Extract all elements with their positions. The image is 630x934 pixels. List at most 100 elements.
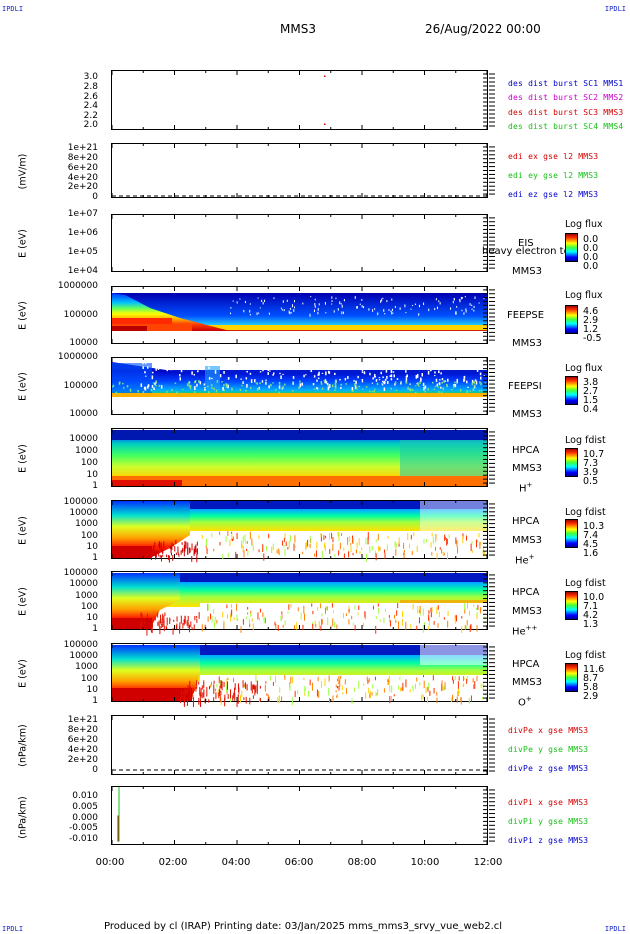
- noise-pixel: [418, 385, 420, 387]
- noise-pixel: [418, 304, 420, 308]
- noise-pixel: [262, 544, 264, 553]
- noise-pixel: [331, 603, 333, 608]
- y-tick: -0.010: [68, 834, 98, 844]
- y-tick: 1: [92, 553, 98, 563]
- noise-pixel: [175, 552, 177, 556]
- noise-pixel: [340, 383, 343, 386]
- noise-pixel: [431, 532, 433, 537]
- noise-pixel: [141, 613, 143, 619]
- noise-pixel: [282, 385, 284, 389]
- noise-pixel: [191, 543, 193, 551]
- noise-pixel: [283, 309, 285, 312]
- noise-pixel: [195, 380, 197, 382]
- colorbar-value: 0.0: [583, 261, 599, 272]
- y-tick: 4e+20: [67, 173, 98, 183]
- noise-pixel: [246, 383, 248, 388]
- noise-pixel: [264, 684, 266, 692]
- noise-pixel: [207, 360, 209, 364]
- noise-pixel: [352, 553, 354, 556]
- noise-pixel: [465, 309, 467, 313]
- noise-pixel: [350, 545, 352, 553]
- y-tick: 10: [86, 613, 98, 623]
- noise-pixel: [387, 535, 389, 539]
- noise-pixel: [180, 690, 182, 697]
- noise-pixel: [196, 680, 198, 689]
- noise-pixel: [219, 531, 221, 536]
- noise-pixel: [210, 384, 213, 387]
- noise-pixel: [236, 301, 238, 304]
- noise-pixel: [384, 313, 386, 315]
- noise-pixel: [441, 378, 444, 381]
- noise-pixel: [280, 307, 282, 309]
- noise-pixel: [388, 677, 390, 685]
- noise-pixel: [275, 623, 277, 630]
- noise-pixel: [221, 681, 223, 691]
- noise-pixel: [294, 625, 296, 630]
- noise-pixel: [199, 686, 201, 696]
- noise-pixel: [340, 303, 342, 305]
- noise-pixel: [383, 688, 385, 693]
- noise-pixel: [422, 387, 425, 389]
- noise-pixel: [282, 373, 284, 375]
- noise-pixel: [166, 390, 168, 393]
- noise-pixel: [378, 379, 381, 381]
- noise-pixel: [463, 375, 466, 379]
- noise-pixel: [405, 375, 408, 380]
- hpca-heplusplus-spectrogram: [112, 573, 487, 629]
- noise-pixel: [196, 618, 198, 623]
- noise-pixel: [460, 296, 462, 300]
- noise-pixel: [213, 548, 215, 552]
- noise-pixel: [208, 699, 210, 703]
- noise-pixel: [179, 374, 181, 377]
- noise-pixel: [395, 619, 397, 623]
- noise-pixel: [474, 379, 477, 382]
- noise-pixel: [232, 300, 234, 302]
- y-tick: 100000: [63, 497, 98, 507]
- spacecraft-title: MMS3: [280, 22, 316, 36]
- noise-pixel: [181, 366, 183, 369]
- noise-pixel: [469, 362, 471, 364]
- noise-pixel: [441, 381, 443, 384]
- noise-pixel: [361, 367, 364, 372]
- noise-pixel: [419, 381, 421, 384]
- noise-pixel: [259, 698, 261, 702]
- noise-pixel: [484, 382, 487, 385]
- noise-pixel: [434, 546, 436, 551]
- noise-pixel: [366, 676, 368, 681]
- colorbar-title: Log flux: [565, 219, 603, 230]
- noise-pixel: [330, 625, 332, 629]
- noise-pixel: [181, 388, 184, 391]
- noise-pixel: [428, 618, 430, 626]
- noise-pixel: [154, 382, 156, 386]
- x-tick: 06:00: [284, 857, 314, 868]
- legend-entry: divPi z gse MMS3: [508, 836, 589, 845]
- noise-pixel: [470, 543, 472, 551]
- x-tick: 04:00: [221, 857, 251, 868]
- noise-pixel: [278, 381, 281, 385]
- noise-pixel: [442, 686, 444, 690]
- instrument-name: HPCA: [512, 445, 540, 456]
- noise-pixel: [269, 675, 271, 681]
- noise-pixel: [365, 538, 367, 545]
- noise-pixel: [251, 538, 253, 546]
- noise-pixel: [321, 613, 323, 617]
- noise-pixel: [226, 614, 228, 619]
- noise-pixel: [325, 312, 327, 314]
- noise-pixel: [112, 384, 115, 387]
- noise-pixel: [169, 362, 171, 365]
- noise-pixel: [188, 384, 191, 388]
- noise-pixel: [317, 373, 320, 376]
- y-tick: 2.6: [83, 92, 98, 102]
- noise-pixel: [443, 686, 445, 691]
- noise-pixel: [462, 536, 464, 544]
- noise-pixel: [299, 383, 302, 388]
- noise-pixel: [147, 366, 149, 369]
- noise-pixel: [253, 684, 255, 690]
- noise-pixel: [207, 603, 209, 611]
- noise-pixel: [303, 605, 305, 614]
- corner-label-br: IPDLI: [604, 925, 626, 933]
- noise-pixel: [328, 687, 330, 696]
- y-tick: 1000: [75, 519, 98, 529]
- noise-pixel: [466, 380, 468, 384]
- noise-pixel: [170, 368, 172, 371]
